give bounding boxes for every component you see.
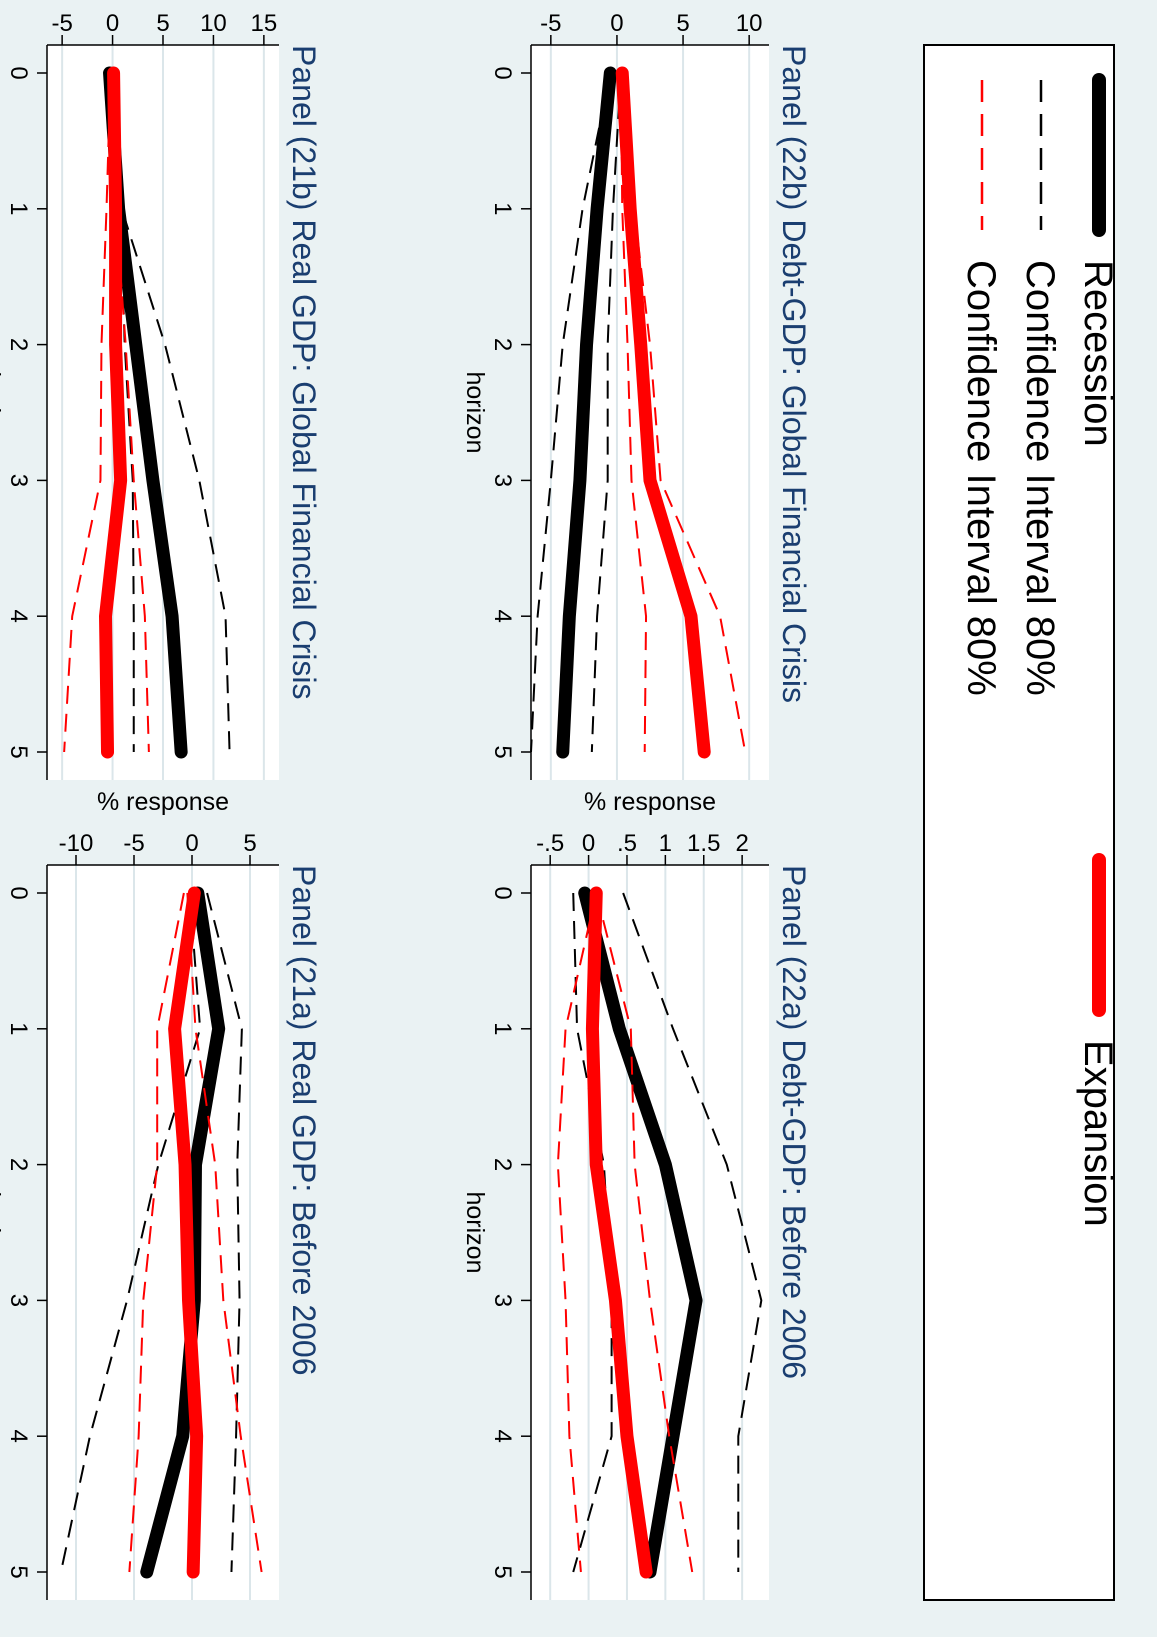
x-tick-label-3: 3 [5,1294,32,1307]
series-line-5 [619,72,648,753]
legend-box: Recession Confidence Interval 80% Confiden… [923,44,1120,1601]
x-axis-label: horizon [461,1192,489,1274]
x-tick-label-2: 2 [489,338,516,351]
legend-frame [923,44,1115,1601]
y-tick-label-1: 0 [185,830,198,857]
series-line-2 [590,72,622,753]
series-line-4 [595,892,694,1573]
y-tick-label-0: 5 [243,830,256,857]
rotated-figure: 5 0 -5 -10 0 1 2 3 4 5 horizon % response Panel (21a… [0,10,1120,1601]
y-tick-label-2: -5 [123,830,144,857]
y-axis-label: % response [584,788,716,816]
panel-title: Panel (22a) Debt-GDP: Before 2006 [776,865,812,1379]
x-tick-label-2: 2 [5,338,32,351]
y-tick-label-3: 0 [106,10,119,37]
y-tick-label-0: 2 [735,830,748,857]
y-tick-label-2: 1 [659,830,672,857]
y-tick-label-2: 5 [156,10,169,37]
x-axis-label: horizon [0,1192,5,1274]
y-axis-label: % response [97,788,229,816]
legend-label-3: Expansion [1076,1040,1120,1227]
y-tick-label-3: -5 [540,10,561,37]
x-tick-label-0: 0 [5,886,32,899]
x-tick-label-3: 3 [489,1294,516,1307]
y-tick-label-5: -.5 [536,830,564,857]
x-tick-label-0: 0 [489,66,516,79]
chart-panel-0: 5 0 -5 -10 0 1 2 3 4 5 horizon % response Panel (21a… [0,788,322,1600]
chart-panels: 5 0 -5 -10 0 1 2 3 4 5 horizon % response Panel (21a… [0,10,1120,1601]
x-tick-label-1: 1 [489,202,516,215]
x-tick-label-5: 5 [5,1565,32,1578]
x-tick-label-4: 4 [5,610,32,623]
series-line-4 [186,892,263,1573]
x-tick-label-3: 3 [5,474,32,487]
panel-title: Panel (22b) Debt-GDP: Global Financial C… [776,45,812,703]
panel-title: Panel (21a) Real GDP: Before 2006 [286,865,322,1376]
series-line-3 [615,66,711,759]
series-line-0 [556,66,617,759]
series-line-5 [556,892,598,1573]
x-tick-label-0: 0 [5,66,32,79]
y-tick-label-4: 0 [582,830,595,857]
legend-label-2: Confidence Interval 80% [959,260,1003,696]
x-tick-label-5: 5 [489,745,516,758]
x-axis-label: horizon [0,372,5,454]
series-line-4 [114,73,150,753]
x-tick-label-0: 0 [489,886,516,899]
y-tick-label-1: 5 [676,10,689,37]
series-line-0 [578,886,703,1579]
y-tick-label-4: -5 [51,10,72,37]
series-line-3 [585,886,653,1579]
x-tick-label-3: 3 [489,474,516,487]
series-line-2 [59,892,202,1573]
x-axis-label: horizon [461,372,489,454]
series-line-1 [530,72,612,753]
x-tick-label-5: 5 [489,1565,516,1578]
y-tick-label-3: -10 [59,830,94,857]
y-tick-label-0: 10 [736,10,763,37]
y-tick-label-1: 10 [200,10,227,37]
x-tick-label-5: 5 [5,745,32,758]
x-tick-label-2: 2 [5,1158,32,1171]
legend-label-0: Recession [1076,260,1120,447]
legend-label-1: Confidence Interval 80% [1018,260,1062,696]
series-line-5 [128,892,185,1573]
x-tick-label-1: 1 [489,1022,516,1035]
panel-title: Panel (21b) Real GDP: Global Financial C… [286,45,322,699]
x-tick-label-1: 1 [5,202,32,215]
series-line-5 [63,72,112,753]
plot-area [531,865,769,1600]
series-line-0 [140,886,226,1579]
x-tick-label-2: 2 [489,1158,516,1171]
series-line-1 [206,892,243,1573]
x-tick-label-4: 4 [489,610,516,623]
y-tick-label-1: 1.5 [687,830,720,857]
x-tick-label-4: 4 [489,1430,516,1443]
series-line-3 [168,886,204,1579]
y-tick-label-0: 15 [251,10,278,37]
series-line-4 [621,72,747,753]
y-tick-label-3: .5 [617,830,637,857]
x-tick-label-1: 1 [5,1022,32,1035]
x-tick-label-4: 4 [5,1430,32,1443]
y-tick-label-2: 0 [610,10,623,37]
series-line-1 [622,892,763,1572]
